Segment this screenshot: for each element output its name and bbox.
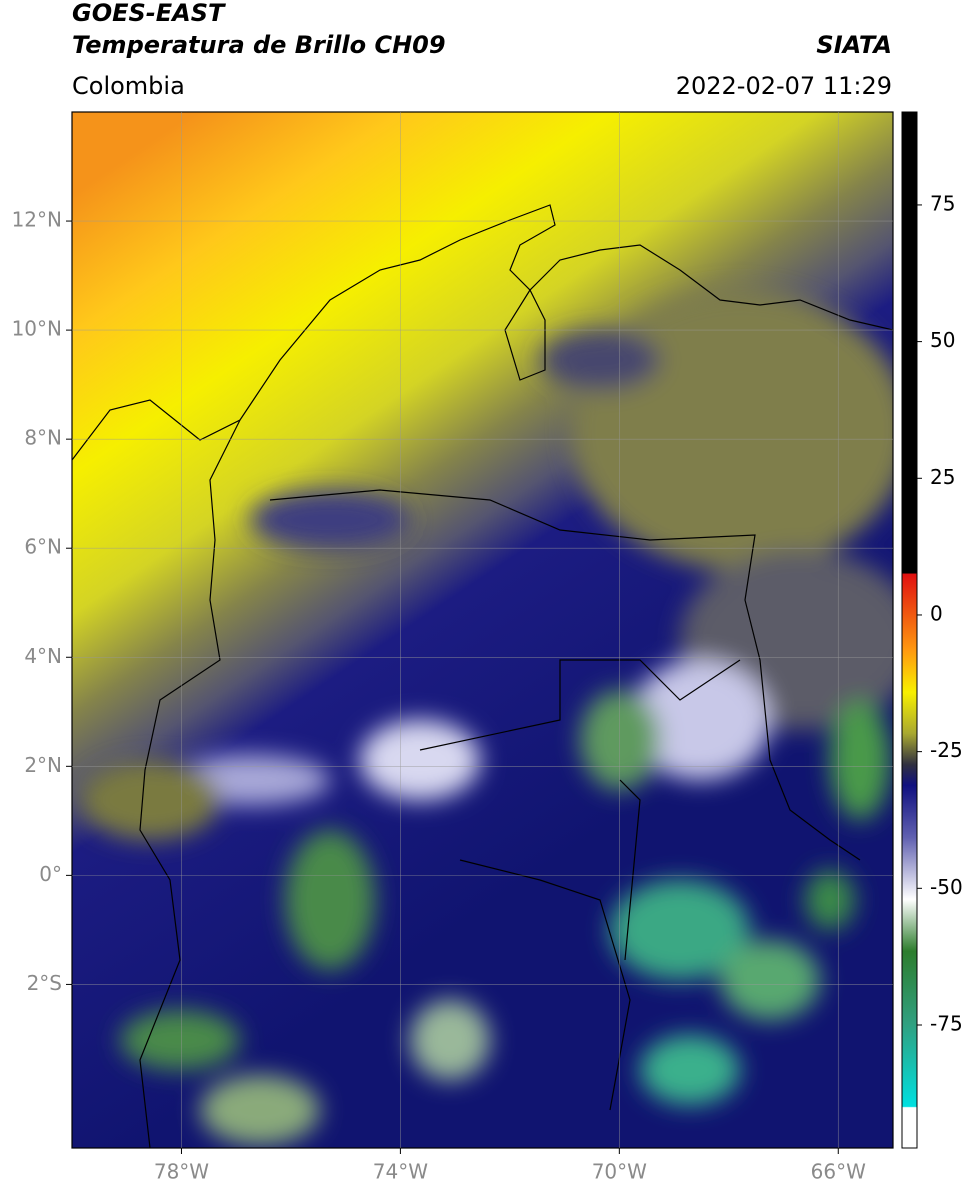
datetime: 2022-02-07 11:29 xyxy=(676,72,892,100)
map-frame xyxy=(71,111,894,1149)
colorbar-tick-label: -25 xyxy=(930,738,963,762)
colorbar-tick-label: -75 xyxy=(930,1011,963,1035)
colorbar-tick-label: 50 xyxy=(930,328,955,352)
y-tick-label: 4°N xyxy=(24,644,62,668)
y-tick-label: 0° xyxy=(39,862,62,886)
colorbar-tick-label: 25 xyxy=(930,465,955,489)
y-tick-label: 2°S xyxy=(27,971,62,995)
title-line1: GOES-EAST xyxy=(72,0,226,27)
y-tick-label: 6°N xyxy=(24,535,62,559)
colorbar-tick-label: 75 xyxy=(930,191,955,215)
source: SIATA xyxy=(816,31,892,59)
colorbar-tick-label: 0 xyxy=(930,601,943,625)
y-tick-label: 8°N xyxy=(24,426,62,450)
y-tick-label: 2°N xyxy=(24,753,62,777)
title-line2: Temperatura de Brillo CH09 xyxy=(72,31,446,59)
y-tick-label: 10°N xyxy=(12,317,62,341)
x-tick-label: 70°W xyxy=(592,1160,647,1184)
x-tick-label: 66°W xyxy=(811,1160,866,1184)
x-tick-label: 78°W xyxy=(154,1160,209,1184)
region: Colombia xyxy=(72,72,185,100)
y-tick-label: 12°N xyxy=(12,208,62,232)
x-tick-label: 74°W xyxy=(373,1160,428,1184)
colorbar-tick-label: -50 xyxy=(930,875,963,899)
colorbar xyxy=(901,111,918,1149)
satellite-image xyxy=(72,112,893,1148)
